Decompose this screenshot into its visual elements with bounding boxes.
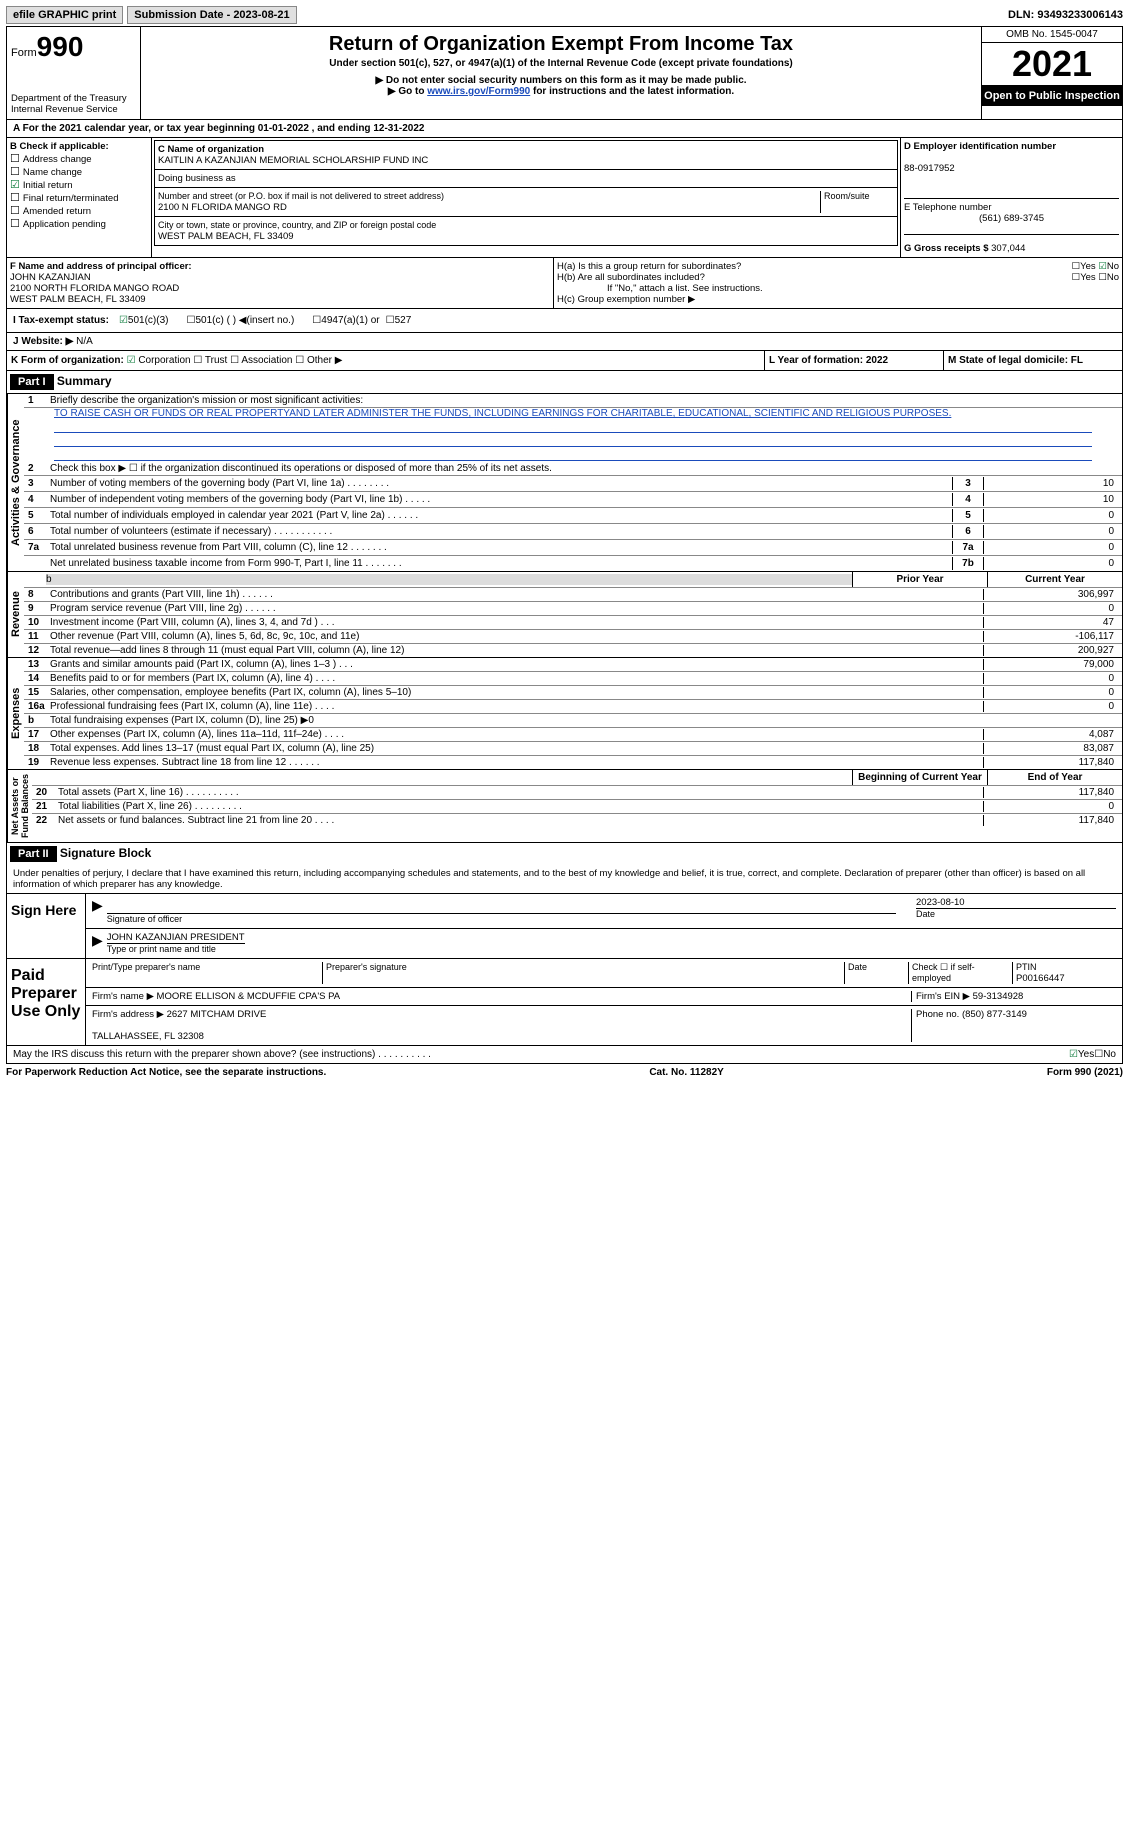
org-name: KAITLIN A KAZANJIAN MEMORIAL SCHOLARSHIP… xyxy=(158,155,428,166)
submission-date: Submission Date - 2023-08-21 xyxy=(127,6,296,24)
ein: 88-0917952 xyxy=(904,163,955,174)
form-title-block: Return of Organization Exempt From Incom… xyxy=(141,27,982,119)
year-block: OMB No. 1545-0047 2021 Open to Public In… xyxy=(982,27,1122,119)
officer-printed: JOHN KAZANJIAN PRESIDENT xyxy=(107,932,245,944)
form-subtitle: Under section 501(c), 527, or 4947(a)(1)… xyxy=(145,58,977,69)
officer-name: JOHN KAZANJIAN xyxy=(10,272,91,283)
period-a: A For the 2021 calendar year, or tax yea… xyxy=(7,120,1122,137)
sign-here-label: Sign Here xyxy=(7,894,86,958)
perjury-decl: Under penalties of perjury, I declare th… xyxy=(7,865,1122,893)
section-activities: Activities & Governance xyxy=(7,394,24,571)
dln: DLN: 93493233006143 xyxy=(1008,9,1123,21)
sign-date: 2023-08-10 xyxy=(916,897,1116,909)
mission-text: TO RAISE CASH OR FUNDS OR REAL PROPERTYA… xyxy=(24,408,1122,419)
part-i-hdr: Part I xyxy=(10,374,54,390)
gross-receipts: 307,044 xyxy=(991,243,1025,254)
paid-preparer-label: Paid Preparer Use Only xyxy=(7,959,86,1045)
dept-label: Department of the Treasury Internal Reve… xyxy=(11,93,136,115)
col-d-ein: D Employer identification number88-09179… xyxy=(900,138,1122,257)
irs-link[interactable]: www.irs.gov/Form990 xyxy=(427,86,530,97)
part-ii-hdr: Part II xyxy=(10,846,57,862)
top-bar: efile GRAPHIC print Submission Date - 20… xyxy=(6,6,1123,24)
form-id: Form990 Department of the Treasury Inter… xyxy=(7,27,141,119)
form-title: Return of Organization Exempt From Incom… xyxy=(145,33,977,56)
phone: (561) 689-3745 xyxy=(904,213,1119,224)
page-footer: For Paperwork Reduction Act Notice, see … xyxy=(6,1064,1123,1081)
website: N/A xyxy=(76,336,93,347)
ptin: P00166447 xyxy=(1016,973,1065,984)
firm-name: MOORE ELLISON & MCDUFFIE CPA'S PA xyxy=(157,991,341,1002)
section-revenue: Revenue xyxy=(7,572,24,657)
form-990: Form990 Department of the Treasury Inter… xyxy=(6,26,1123,1064)
section-expenses: Expenses xyxy=(7,658,24,769)
section-netassets: Net Assets or Fund Balances xyxy=(7,770,32,842)
col-b-checkboxes: B Check if applicable: Address changeNam… xyxy=(7,138,152,257)
org-address: 2100 N FLORIDA MANGO RD xyxy=(158,202,287,213)
efile-btn[interactable]: efile GRAPHIC print xyxy=(6,6,123,24)
